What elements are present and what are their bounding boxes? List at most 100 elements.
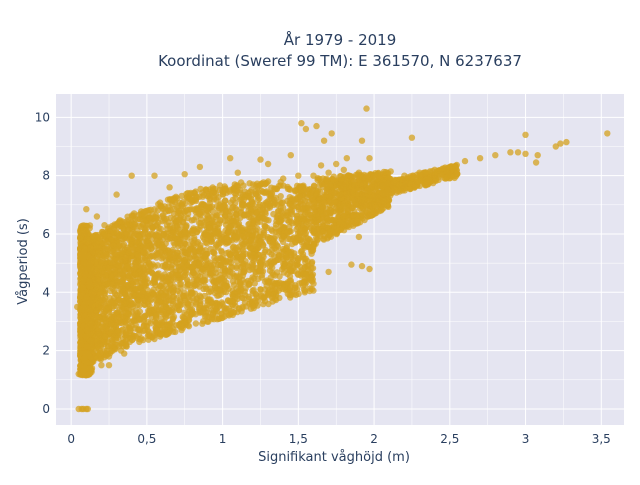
cloud-point [344,190,350,196]
title-line-2: Koordinat (Sweref 99 TM): E 361570, N 62… [158,52,522,70]
cloud-point [298,249,304,255]
cloud-point [258,293,264,299]
cloud-point [249,288,255,294]
cloud-point [380,190,386,196]
cloud-point [172,219,178,225]
cloud-point [204,240,210,246]
cloud-point [281,284,287,290]
cloud-point [111,279,117,285]
cloud-point [282,227,288,233]
cloud-point [273,218,279,224]
cloud-point [241,269,247,275]
cloud-point [280,246,286,252]
cloud-point [262,223,268,229]
cloud-point [86,279,92,285]
cloud-point [223,235,229,241]
cloud-point [278,193,284,199]
cloud-point [80,230,86,236]
cloud-point [80,284,86,290]
cloud-point [239,253,245,259]
cloud-point [210,235,216,241]
cloud-point [256,214,262,220]
cloud-point [129,237,135,243]
cloud-point [130,282,136,288]
cloud-point [411,184,417,190]
cloud-point [255,276,261,282]
cloud-point [257,267,263,273]
cloud-point [246,282,252,288]
cloud-point [180,203,186,209]
cloud-point [192,272,198,278]
cloud-point [187,297,193,303]
cloud-point [425,176,431,182]
cloud-point [230,278,236,284]
cloud-point [292,285,298,291]
cloud-point [111,295,117,301]
cloud-point [310,287,316,293]
cloud-point [132,307,138,313]
cloud-point [255,203,261,209]
cloud-point [104,281,110,287]
cloud-point [129,213,135,219]
cloud-point [165,276,171,282]
cloud-point [250,206,256,212]
cloud-point [232,195,238,201]
cloud-point [250,262,256,268]
cloud-point [181,240,187,246]
cloud-point [107,329,113,335]
cloud-point [132,261,138,267]
cloud-point [193,320,199,326]
cloud-point [322,192,328,198]
cloud-point [148,246,154,252]
cloud-point [174,236,180,242]
cloud-point [200,234,206,240]
cloud-point [185,211,191,217]
cloud-point [165,197,171,203]
cloud-point [107,256,113,262]
cloud-point [213,242,219,248]
cloud-point [115,335,121,341]
cloud-point [172,258,178,264]
cloud-point [320,184,326,190]
cloud-point [175,226,181,232]
cloud-point [197,302,203,308]
cloud-point [158,331,164,337]
cloud-point [261,190,267,196]
cloud-point [209,220,215,226]
cloud-point [108,313,114,319]
cloud-point [268,185,274,191]
cloud-point [151,275,157,281]
cloud-point [288,292,294,298]
cloud-point [275,257,281,263]
cloud-point [202,261,208,267]
cloud-point [114,342,120,348]
cloud-point [120,286,126,292]
cloud-point [153,252,159,258]
cloud-point [167,207,173,213]
cloud-point [125,249,131,255]
cloud-point [241,211,247,217]
cloud-point [165,331,171,337]
cloud-point [207,286,213,292]
cloud-point [79,266,85,272]
cloud-point [144,291,150,297]
cloud-point [313,221,319,227]
cloud-point [190,240,196,246]
cloud-point [279,266,285,272]
cloud-point [201,277,207,283]
cloud-point [181,258,187,264]
cloud-point [238,205,244,211]
cloud-point [317,232,323,238]
cloud-point [379,183,385,189]
cloud-point [159,319,165,325]
cloud-point [133,272,139,278]
cloud-point [272,272,278,278]
cloud-point [149,211,155,217]
cloud-point [302,226,308,232]
cloud-point [433,176,439,182]
cloud-point [304,186,310,192]
cloud-point [95,279,101,285]
cloud-point [123,330,129,336]
cloud-point [187,282,193,288]
cloud-point [360,174,366,180]
